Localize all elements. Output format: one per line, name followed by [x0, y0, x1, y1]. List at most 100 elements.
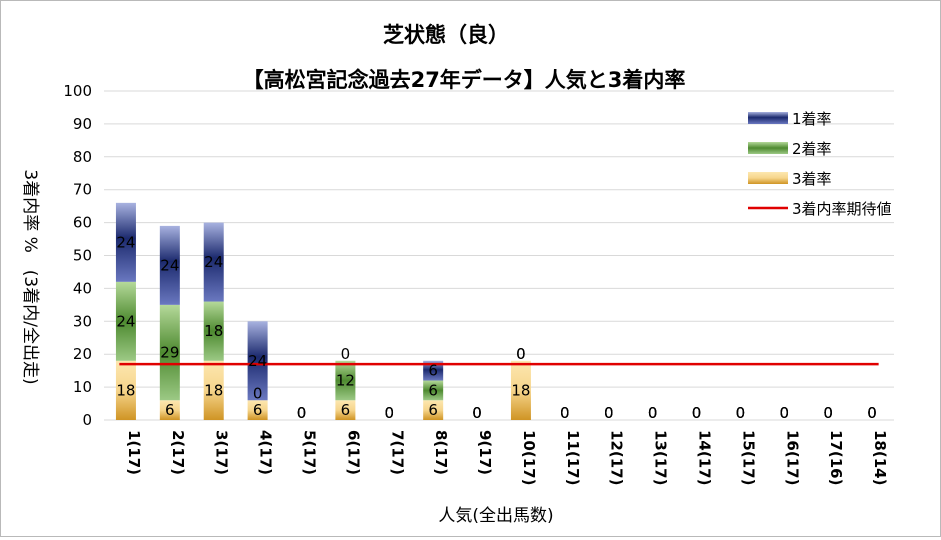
bar-segment: [115, 281, 136, 361]
bar-segment: [203, 222, 224, 302]
legend-swatch: [748, 172, 788, 184]
y-tick-label: 20: [73, 345, 92, 363]
data-label: 0: [516, 345, 526, 363]
y-tick-label: 50: [73, 247, 92, 265]
y-tick-label: 60: [73, 214, 92, 232]
y-tick-label: 70: [73, 181, 92, 199]
x-tick-label: 6(17): [344, 430, 362, 475]
x-tick-label: 3(17): [213, 430, 231, 475]
data-label: 6: [428, 362, 438, 380]
x-tick-label: 7(17): [388, 430, 406, 475]
data-label: 18: [204, 322, 223, 340]
data-label: 0: [560, 404, 570, 422]
bar-segment: [335, 400, 356, 420]
data-label: 0: [385, 404, 395, 422]
data-label: 0: [472, 404, 482, 422]
legend: 1着率 2着率 3着率 3着内率期待値: [748, 110, 892, 218]
data-label: 18: [116, 381, 135, 399]
y-tick-label: 40: [73, 279, 92, 297]
data-label: 0: [692, 404, 702, 422]
chart-subtitle: 【高松宮記念過去27年データ】人気と3着内率: [243, 68, 686, 92]
bar-segment: [510, 360, 531, 420]
data-label: 6: [428, 381, 438, 399]
data-label: 24: [204, 253, 223, 271]
legend-label: 2着率: [792, 140, 832, 158]
x-tick-label: 2(17): [169, 430, 187, 475]
data-label: 0: [560, 404, 570, 422]
y-tick-label: 80: [73, 148, 92, 166]
data-label: 24: [248, 352, 267, 370]
data-label: 0: [692, 404, 702, 422]
data-label: 0: [297, 404, 307, 422]
data-label: 0: [823, 404, 833, 422]
data-label: 0: [736, 404, 746, 422]
data-label: 6: [428, 401, 438, 419]
data-label: 18: [204, 381, 223, 399]
data-label: 0: [472, 404, 482, 422]
data-label: 0: [341, 345, 351, 363]
data-label: 0: [385, 404, 395, 422]
data-label: 0: [780, 404, 790, 422]
bar-segment: [159, 304, 180, 401]
bar-segment: [115, 360, 136, 420]
data-label: 0: [823, 404, 833, 422]
data-label: 0: [560, 404, 570, 422]
x-axis-ticks: 1(17) 2(17) 3(17) 4(17) 5(17) 6(17) 7(17) 8(17)…: [125, 430, 889, 485]
x-axis-label: 人気(全出馬数): [438, 506, 553, 526]
bars: [115, 202, 531, 420]
data-label: 0: [516, 345, 526, 363]
data-label: 0: [867, 404, 877, 422]
data-label: 24: [160, 256, 179, 274]
bar-segment: [423, 400, 444, 420]
bar-segment: [423, 360, 444, 381]
bar-segment: [203, 301, 224, 361]
data-label: 18: [511, 381, 530, 399]
y-axis-label: 3着内率 % (3着内/全出走): [20, 169, 40, 384]
bar-segment: [335, 360, 356, 401]
x-tick-label: 12(17): [608, 430, 626, 485]
data-label: 0: [297, 404, 307, 422]
data-label: 0: [692, 404, 702, 422]
x-tick-label: 18(14): [871, 430, 889, 485]
x-tick-label: 11(17): [564, 430, 582, 485]
data-label: 0: [385, 404, 395, 422]
data-label: 0: [253, 384, 263, 402]
data-label: 0: [823, 404, 833, 422]
x-tick-label: 5(17): [301, 430, 319, 475]
data-label: 0: [648, 404, 658, 422]
x-tick-label: 13(17): [652, 430, 670, 485]
y-tick-label: 10: [73, 378, 92, 396]
x-tick-label: 9(17): [476, 430, 494, 475]
y-axis-ticks: 0 10 20 30 40 50 60 70 80 90 100: [63, 82, 92, 429]
data-label: 6: [253, 401, 263, 419]
legend-swatch: [748, 142, 788, 154]
y-tick-label: 90: [73, 115, 92, 133]
y-tick-label: 100: [63, 82, 92, 100]
data-label: 0: [780, 404, 790, 422]
data-label: 24: [116, 312, 135, 330]
x-tick-label: 14(17): [696, 430, 714, 485]
data-label: 0: [736, 404, 746, 422]
bar-segment: [247, 400, 268, 420]
y-tick-label: 0: [82, 411, 92, 429]
data-label: 0: [867, 404, 877, 422]
x-tick-label: 15(17): [739, 430, 757, 485]
legend-label: 1着率: [792, 110, 832, 128]
data-label: 0: [648, 404, 658, 422]
bar-segment: [115, 202, 136, 282]
x-tick-label: 1(17): [125, 430, 143, 475]
data-label: 0: [604, 404, 614, 422]
legend-label: 3着内率期待値: [792, 200, 892, 218]
legend-label: 3着率: [792, 170, 832, 188]
bar-segment: [203, 360, 224, 420]
x-tick-label: 4(17): [257, 430, 275, 475]
data-label: 0: [472, 404, 482, 422]
data-label: 0: [867, 404, 877, 422]
data-label: 0: [604, 404, 614, 422]
y-tick-label: 30: [73, 312, 92, 330]
data-label: 29: [160, 344, 179, 362]
data-label: 0: [780, 404, 790, 422]
data-label: 12: [336, 372, 355, 390]
legend-swatch: [748, 112, 788, 124]
